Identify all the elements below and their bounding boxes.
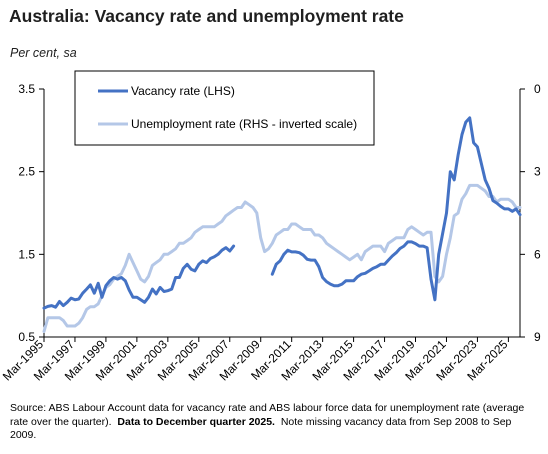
- vacancy-rate-line: [42, 116, 522, 310]
- chart-subtitle: Per cent, sa: [10, 46, 77, 60]
- left-axis-tick-label: 1.5: [18, 247, 35, 261]
- left-axis-tick-label: 2.5: [18, 165, 35, 179]
- source-missing-note: Note missing vacancy data from Sep 2008 …: [10, 415, 512, 442]
- legend: Vacancy rate (LHS) Unemployment rate (RHS…: [74, 70, 375, 146]
- legend-box: [74, 70, 375, 146]
- chart-title: Australia: Vacancy rate and unemployment…: [9, 6, 404, 26]
- chart-svg: 0.51.52.53.5 0369Mar-1995Mar-1997Mar-1999…: [0, 70, 541, 383]
- legend-label: Vacancy rate (LHS): [131, 84, 235, 98]
- right-axis-tick-label: 6: [534, 247, 541, 261]
- right-axis-tick-label: 3: [534, 165, 541, 179]
- left-axis-tick-label: 3.5: [18, 82, 35, 96]
- source-data-date: Data to December quarter 2025.: [117, 415, 275, 428]
- left-axis-tick-label: 0.5: [18, 330, 35, 344]
- right-axis-tick-label: 0: [534, 82, 541, 96]
- legend-label: Unemployment rate (RHS - inverted scale): [131, 117, 357, 131]
- source-note: Source: ABS Labour Account data for vaca…: [10, 402, 540, 443]
- right-axis-tick-label: 9: [534, 330, 541, 344]
- unemployment-rate-line: [42, 183, 522, 333]
- source-text: Source: ABS Labour Account data for vaca…: [10, 402, 525, 428]
